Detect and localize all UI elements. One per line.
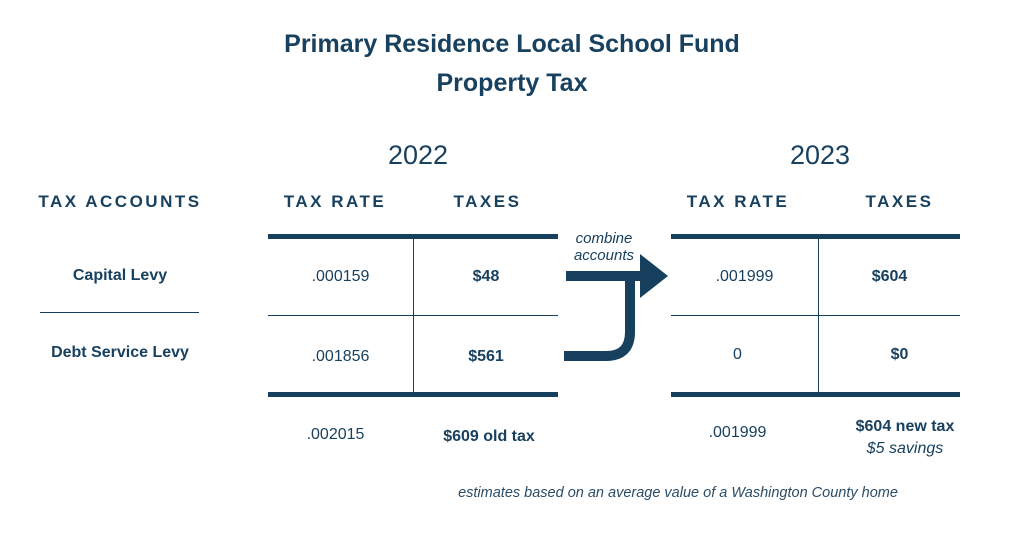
combine-note-line-1: combine <box>575 230 633 247</box>
total-rate-2022: .002015 <box>306 426 365 443</box>
total-tax-2023: $604 new tax <box>855 418 955 435</box>
capital-rate-2022: .000159 <box>311 268 370 285</box>
debt-rate-2022: .001856 <box>311 348 370 365</box>
table-2023-top-rule <box>671 234 960 239</box>
year-2023-heading: 2023 <box>789 140 851 170</box>
tax-rate-header-2022: TAX RATE <box>283 192 387 211</box>
debt-tax-2022: $561 <box>468 348 504 365</box>
taxes-header-2023: TAXES <box>865 192 934 211</box>
capital-tax-2023: $604 <box>871 268 908 285</box>
debt-tax-2023: $0 <box>890 346 909 363</box>
combine-accounts-note: combine accounts <box>558 230 650 264</box>
table-2022-column-divider <box>413 238 414 394</box>
table-2023-column-divider <box>818 238 819 394</box>
combine-arrow-icon <box>564 254 668 361</box>
taxes-header-2022: TAXES <box>453 192 522 211</box>
table-2023-row-divider <box>671 315 960 316</box>
debt-rate-2023: 0 <box>733 346 742 363</box>
row-label-divider <box>40 312 199 313</box>
title-line-1: Primary Residence Local School Fund <box>284 30 740 58</box>
year-2022-heading: 2022 <box>387 140 449 170</box>
capital-tax-2022: $48 <box>472 268 500 285</box>
tax-accounts-header: TAX ACCOUNTS <box>38 192 202 211</box>
title-line-2: Property Tax <box>436 69 588 97</box>
total-rate-2023: .001999 <box>708 424 767 441</box>
row-label-debt-service-levy: Debt Service Levy <box>51 344 189 361</box>
tax-rate-header-2023: TAX RATE <box>686 192 790 211</box>
savings-2023: $5 savings <box>866 440 944 457</box>
table-2022-bottom-rule <box>268 392 558 397</box>
capital-rate-2023: .001999 <box>715 268 774 285</box>
footnote: estimates based on an average value of a… <box>458 485 898 501</box>
table-2023-bottom-rule <box>671 392 960 397</box>
combine-note-line-2: accounts <box>573 247 635 264</box>
total-tax-2022: $609 old tax <box>443 428 535 445</box>
row-label-capital-levy: Capital Levy <box>72 267 168 284</box>
table-2022-top-rule <box>268 234 558 239</box>
